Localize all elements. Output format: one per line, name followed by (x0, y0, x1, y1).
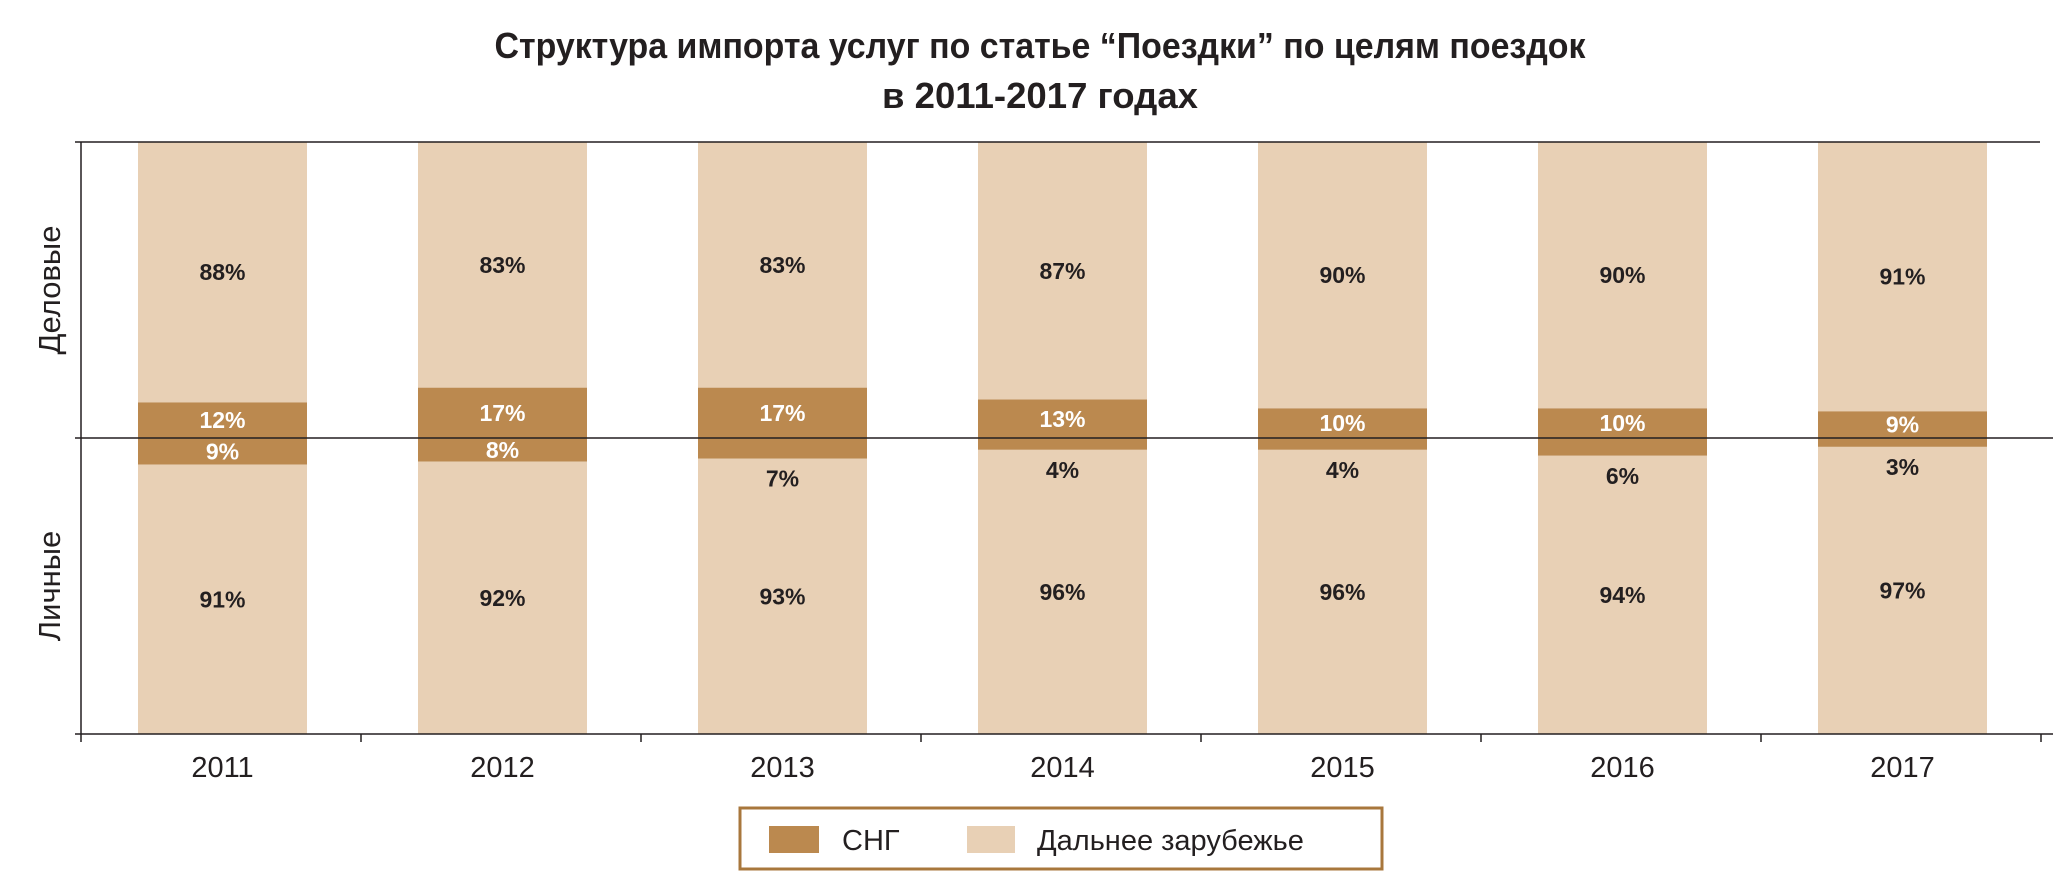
y-label-upper: Деловые (32, 226, 67, 355)
bar-lower-far-abroad-2011 (138, 464, 307, 734)
bar-upper-far-abroad-2013 (698, 142, 867, 388)
legend-label-cis: СНГ (842, 825, 900, 857)
legend-swatch-cis (769, 826, 819, 853)
label-upper-far-abroad-2016: 90% (1599, 262, 1645, 288)
bar-lower-cis-2012 (418, 438, 587, 462)
x-tick-label-2016: 2016 (1590, 752, 1655, 784)
x-tick-label-2013: 2013 (750, 752, 815, 784)
label-lower-far-abroad-2014: 96% (1039, 579, 1085, 605)
bar-upper-far-abroad-2011 (138, 142, 307, 403)
label-upper-far-abroad-2017: 91% (1879, 264, 1925, 290)
legend-label-far-abroad: Дальнее зарубежье (1037, 825, 1304, 857)
bar-upper-far-abroad-2017 (1818, 142, 1987, 412)
label-upper-cis-2011: 12% (199, 407, 245, 433)
bar-upper-cis-2013 (698, 387, 867, 438)
x-tick-label-2017: 2017 (1870, 752, 1935, 784)
legend-swatch-far-abroad (967, 826, 1015, 853)
bar-lower-cis-2013 (698, 438, 867, 459)
bar-lower-far-abroad-2014 (978, 449, 1147, 734)
bar-lower-far-abroad-2013 (698, 458, 867, 734)
label-upper-cis-2017: 9% (1886, 412, 1919, 438)
label-upper-cis-2013: 17% (759, 400, 805, 426)
label-upper-cis-2016: 10% (1599, 410, 1645, 436)
label-lower-far-abroad-2011: 91% (199, 586, 245, 612)
label-lower-far-abroad-2013: 93% (759, 583, 805, 609)
axes: 2011 2012 2013 2014 2015 2016 2017 (75, 141, 2053, 784)
label-lower-far-abroad-2017: 97% (1879, 577, 1925, 603)
bar-lower-cis-2011 (138, 438, 307, 465)
label-lower-cis-2013: 7% (766, 466, 799, 492)
label-lower-cis-2017: 3% (1886, 454, 1919, 480)
bar-upper-far-abroad-2014 (978, 142, 1147, 400)
bar-lower-cis-2016 (1538, 438, 1707, 456)
chart-title-line-1: Структура импорта услуг по статье “Поезд… (495, 25, 1587, 66)
label-lower-cis-2011: 9% (206, 438, 239, 464)
label-lower-cis-2015: 4% (1326, 457, 1359, 483)
bar-upper-cis-2011 (138, 402, 307, 438)
label-upper-cis-2015: 10% (1319, 410, 1365, 436)
bar-lower-far-abroad-2017 (1818, 446, 1987, 734)
bar-upper-cis-2012 (418, 387, 587, 438)
label-lower-cis-2016: 6% (1606, 463, 1639, 489)
bars-layer (138, 142, 1987, 734)
label-lower-far-abroad-2015: 96% (1319, 579, 1365, 605)
y-label-lower: Личные (32, 531, 67, 641)
label-upper-far-abroad-2013: 83% (759, 252, 805, 278)
label-upper-far-abroad-2011: 88% (199, 259, 245, 285)
label-upper-cis-2014: 13% (1039, 406, 1085, 432)
bar-lower-far-abroad-2015 (1258, 449, 1427, 734)
bar-upper-far-abroad-2016 (1538, 142, 1707, 409)
value-labels-layer: 88% 12% 9% 91% 83% 17% 8% 92% 83% 17% 7% 93% 87% 13% 4… (199, 252, 1925, 612)
legend: СНГ Дальнее зарубежье (738, 806, 1384, 871)
label-lower-far-abroad-2012: 92% (479, 585, 525, 611)
label-upper-far-abroad-2014: 87% (1039, 258, 1085, 284)
x-tick-label-2015: 2015 (1310, 752, 1375, 784)
bar-lower-cis-2017 (1818, 438, 1987, 447)
x-tick-label-2012: 2012 (470, 752, 535, 784)
bar-lower-far-abroad-2016 (1538, 455, 1707, 734)
label-upper-cis-2012: 17% (479, 400, 525, 426)
label-lower-far-abroad-2016: 94% (1599, 582, 1645, 608)
label-lower-cis-2014: 4% (1046, 457, 1079, 483)
bar-upper-cis-2015 (1258, 408, 1427, 438)
bar-upper-cis-2016 (1538, 408, 1707, 438)
bar-upper-far-abroad-2012 (418, 142, 587, 388)
bar-lower-far-abroad-2012 (418, 461, 587, 734)
label-upper-far-abroad-2012: 83% (479, 252, 525, 278)
legend-box (738, 806, 1384, 871)
bar-upper-far-abroad-2015 (1258, 142, 1427, 409)
bar-lower-cis-2015 (1258, 438, 1427, 450)
bar-upper-cis-2017 (1818, 411, 1987, 438)
bar-upper-cis-2014 (978, 399, 1147, 438)
x-tick-label-2011: 2011 (191, 752, 253, 784)
label-lower-cis-2012: 8% (486, 437, 519, 463)
x-tick-label-2014: 2014 (1030, 752, 1095, 784)
chart-title-line-2: в 2011-2017 годах (882, 75, 1198, 116)
label-upper-far-abroad-2015: 90% (1319, 262, 1365, 288)
bar-lower-cis-2014 (978, 438, 1147, 450)
